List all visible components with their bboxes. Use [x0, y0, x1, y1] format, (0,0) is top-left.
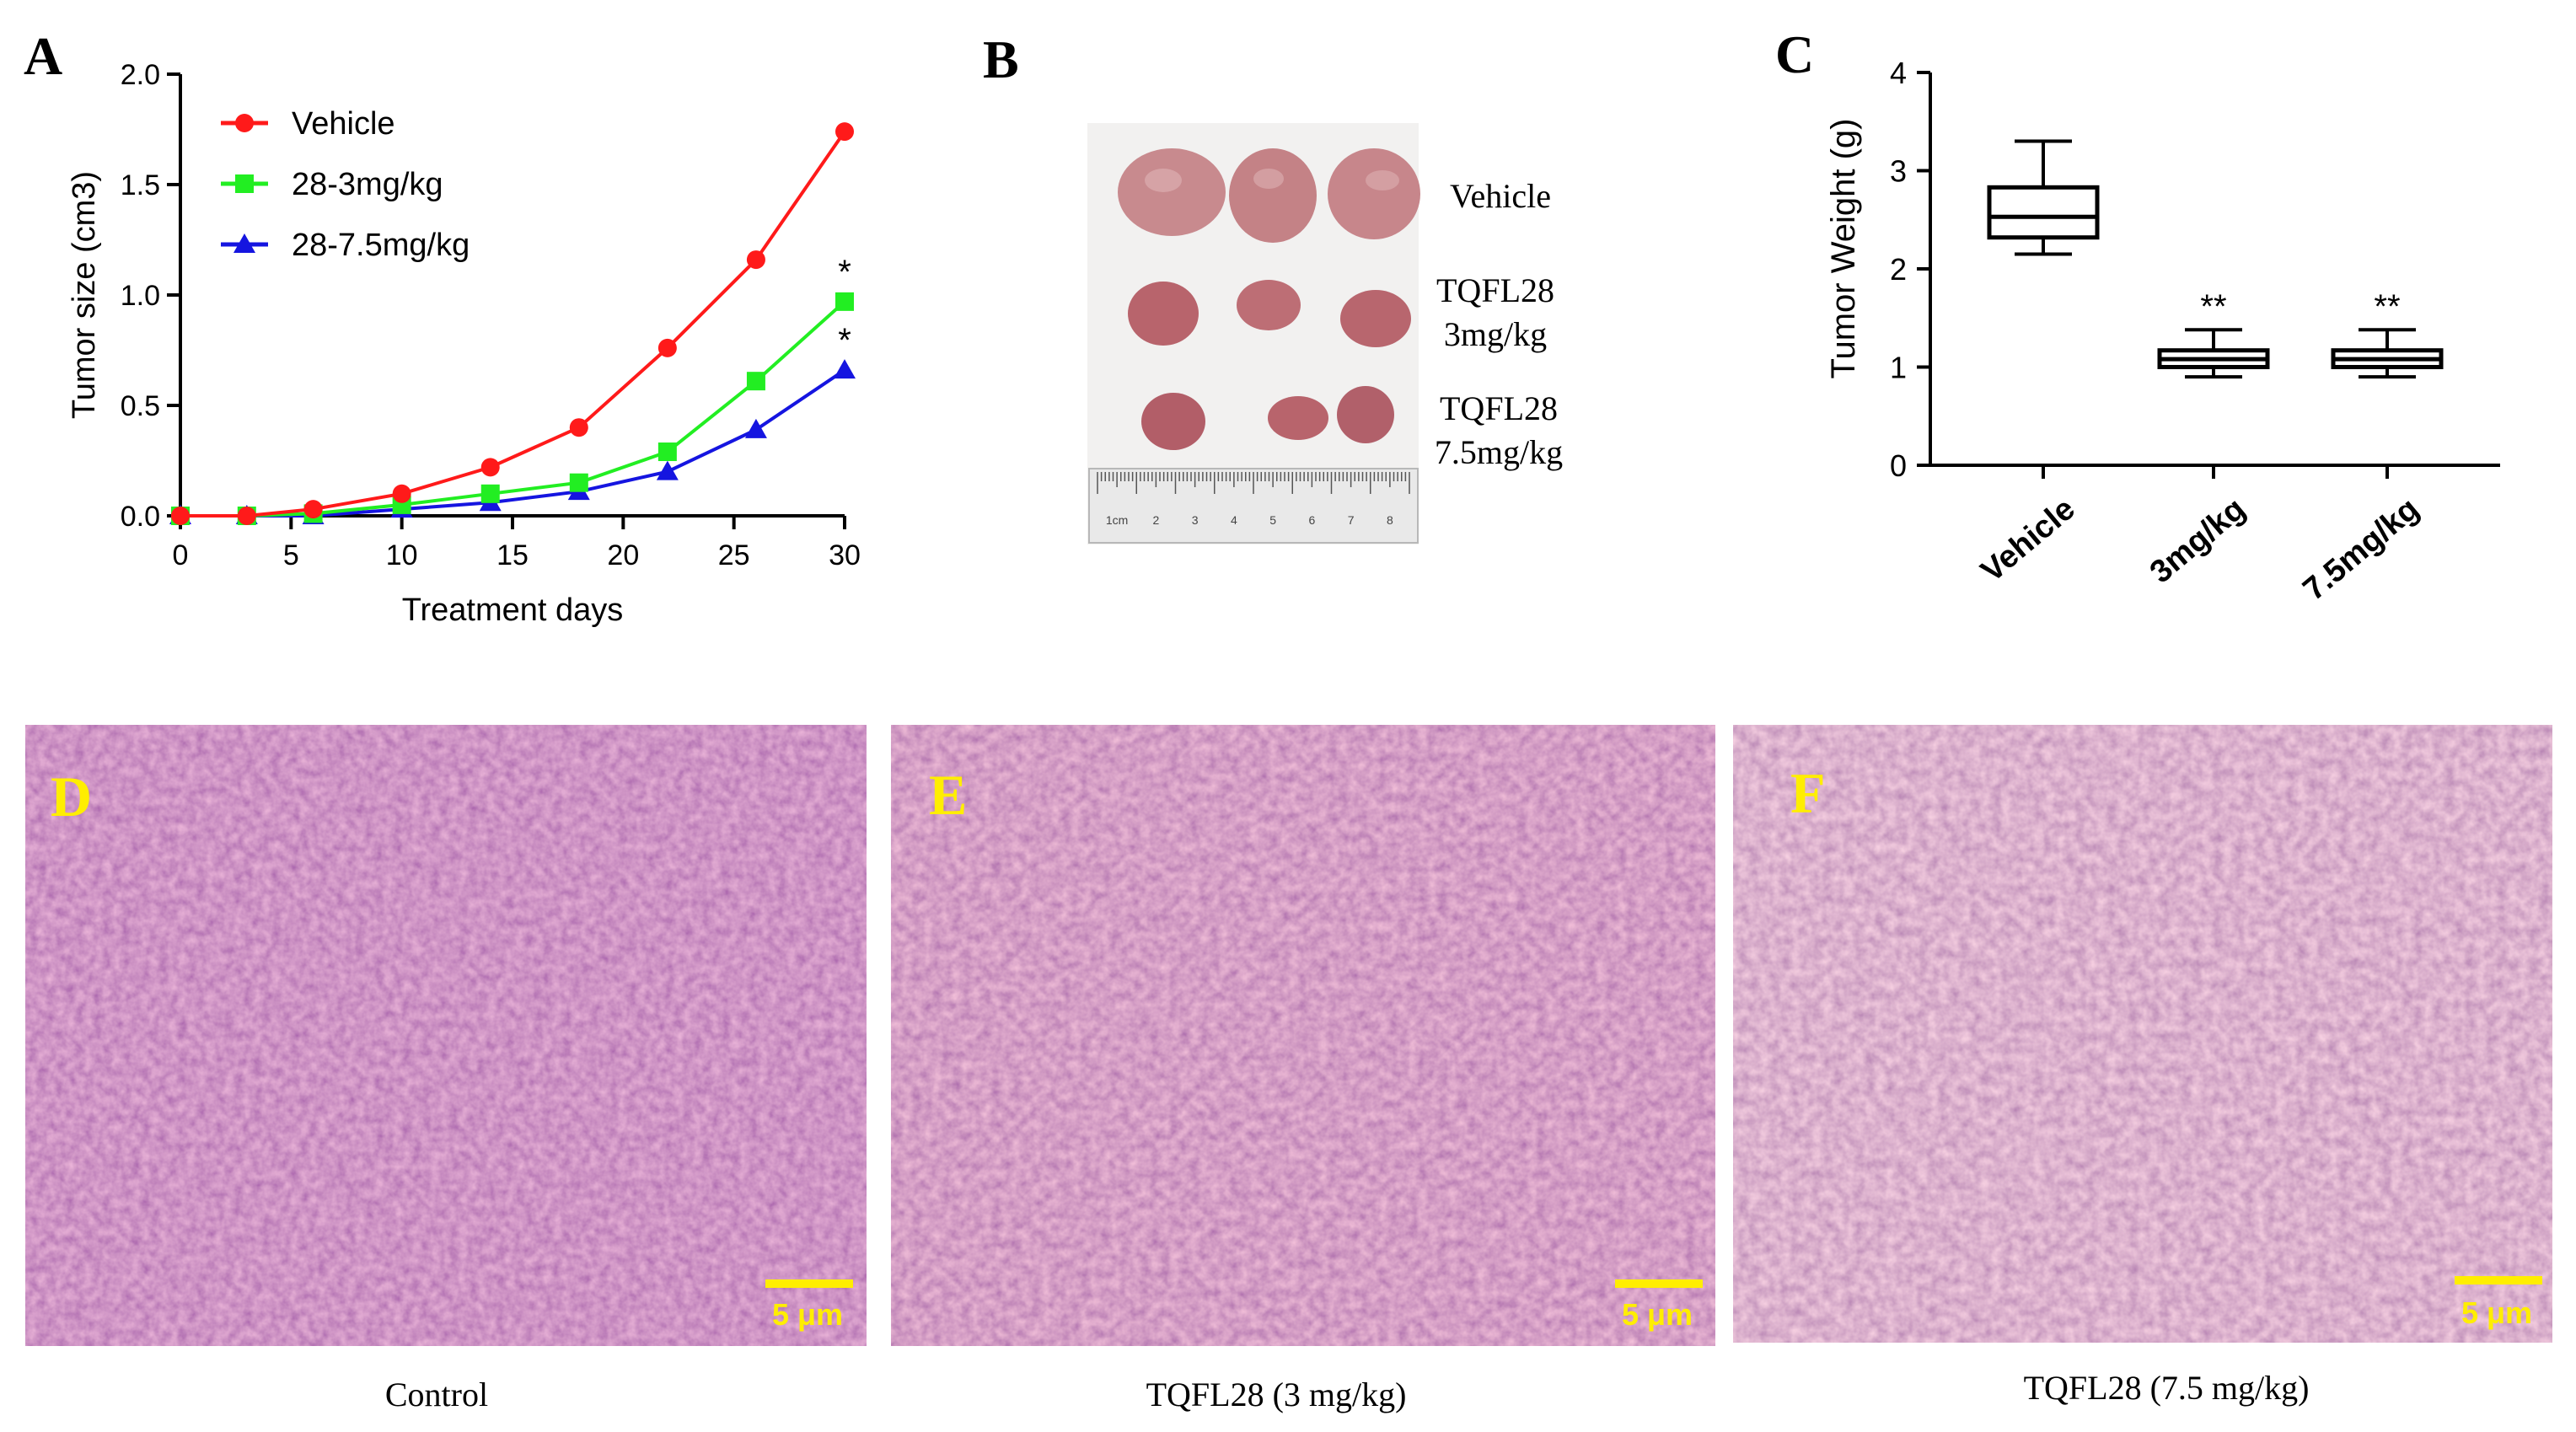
tumor-specimen	[1141, 386, 1394, 450]
data-point	[235, 114, 254, 132]
significance-marker: *	[838, 322, 851, 359]
x-tick-label: 20	[607, 539, 639, 571]
panel-f-letter: F	[1790, 761, 1826, 825]
histology-panel-e: E 5 μm	[891, 725, 1715, 1346]
scale-bar-label: 5 μm	[772, 1297, 843, 1332]
tumor-weight-chart: 0 1 2 3 4 Tumor Weight (g) Vehicle ** 3mg/kg ** 7.…	[1825, 56, 2500, 608]
x-tick-label: 30	[829, 539, 861, 571]
caption-3mg: TQFL28 (3 mg/kg)	[1146, 1376, 1407, 1413]
y-tick-label: 4	[1890, 56, 1907, 90]
tumor-specimen	[1118, 148, 1420, 243]
panel-b: B	[983, 29, 1563, 544]
photo-label-vehicle: Vehicle	[1450, 177, 1551, 215]
x-tick-label: 5	[283, 539, 299, 571]
y-tick-label: 1	[1890, 351, 1907, 385]
scale-bar-label: 5 μm	[2461, 1295, 2532, 1330]
ruler-label: 4	[1231, 513, 1237, 527]
panel-e-letter: E	[929, 763, 967, 827]
y-axis-label: Tumor size (cm3)	[67, 171, 102, 419]
y-tick-label: 0	[1890, 448, 1907, 483]
panel-c-letter: C	[1775, 24, 1814, 84]
data-point	[235, 174, 254, 193]
photo-label-3mg-line1: TQFL28	[1436, 271, 1554, 309]
y-tick-label: 1.0	[121, 280, 160, 312]
x-tick-label: 0	[173, 539, 189, 571]
data-point	[746, 372, 765, 391]
ruler-label: 7	[1348, 513, 1355, 527]
series-line	[180, 130, 846, 518]
y-tick-label: 0.0	[121, 501, 160, 533]
panel-b-letter: B	[983, 29, 1019, 89]
tumor-size-chart: 0.0 0.5 1.0 1.5 2.0 0 5 10 15 20 25 30 Treatment day…	[67, 59, 861, 628]
ruler-label: 6	[1308, 513, 1315, 527]
x-tick-label: 15	[496, 539, 529, 571]
significance-marker: **	[2374, 288, 2400, 325]
ruler: 1cm 2 3 4 5 6 7 8	[1088, 468, 1419, 544]
y-tick-label: 1.5	[121, 169, 160, 201]
data-point	[237, 507, 256, 525]
series-line	[180, 300, 846, 518]
data-point	[392, 484, 411, 503]
data-point	[171, 507, 190, 525]
data-point	[746, 250, 765, 270]
data-point	[657, 442, 677, 462]
legend-label: 28-7.5mg/kg	[292, 228, 470, 263]
scale-bar-label: 5 μm	[1622, 1297, 1693, 1332]
panel-a-letter: A	[24, 26, 62, 86]
caption-control: Control	[385, 1376, 488, 1413]
panel-a: A 0.0 0.5 1.0 1.5 2.0 0 5 10 15 20 25 30 Treatment d…	[24, 26, 861, 628]
photo-label-3mg-line2: 3mg/kg	[1444, 315, 1547, 353]
significance-marker: *	[838, 254, 851, 291]
tumor-specimen	[1128, 280, 1411, 347]
data-point	[569, 473, 588, 492]
y-tick-label: 2.0	[121, 59, 160, 91]
data-point	[834, 359, 856, 379]
photo-labels: Vehicle TQFL28 3mg/kg TQFL28 7.5mg/kg	[1435, 177, 1563, 471]
y-tick-label: 0.5	[121, 390, 160, 422]
y-tick-label: 2	[1890, 252, 1907, 287]
category-label: 7.5mg/kg	[2297, 491, 2426, 608]
data-point	[569, 418, 588, 437]
data-point	[233, 233, 255, 253]
ruler-label: 8	[1387, 513, 1393, 527]
panel-d-letter: D	[51, 764, 92, 829]
data-point	[656, 460, 679, 480]
data-point	[657, 338, 677, 357]
y-axis-label: Tumor Weight (g)	[1825, 119, 1862, 379]
ruler-label: 5	[1269, 513, 1276, 527]
ruler-label: 3	[1192, 513, 1199, 527]
data-point	[835, 122, 854, 142]
ruler-label: 1cm	[1106, 513, 1128, 527]
tumor-photo: 1cm 2 3 4 5 6 7 8	[1087, 123, 1420, 544]
significance-marker: **	[2200, 288, 2226, 325]
scale-bar	[1615, 1279, 1703, 1288]
legend-label: Vehicle	[292, 106, 395, 142]
data-point	[303, 500, 323, 519]
ruler-label: 2	[1152, 513, 1159, 527]
data-point	[480, 484, 500, 503]
histology-captions: Control TQFL28 (3 mg/kg) TQFL28 (7.5 mg/…	[385, 1369, 2310, 1413]
category-label: 3mg/kg	[2144, 491, 2252, 591]
category-label: Vehicle	[1974, 491, 2081, 589]
histology-panel-d: D 5 μm	[25, 725, 867, 1346]
data-point	[480, 458, 500, 477]
data-point	[835, 292, 854, 311]
y-tick-label: 3	[1890, 154, 1907, 189]
scale-bar	[2455, 1276, 2542, 1285]
scale-bar	[765, 1279, 853, 1288]
x-tick-label: 25	[718, 539, 750, 571]
caption-75mg: TQFL28 (7.5 mg/kg)	[2024, 1369, 2310, 1407]
photo-label-75mg-line1: TQFL28	[1440, 389, 1558, 427]
x-tick-label: 10	[386, 539, 418, 571]
histology-panel-f: F 5 μm	[1733, 725, 2552, 1343]
x-axis-label: Treatment days	[402, 593, 624, 628]
photo-label-75mg-line2: 7.5mg/kg	[1435, 433, 1563, 471]
data-point	[744, 418, 767, 438]
legend-label: 28-3mg/kg	[292, 167, 443, 202]
panel-c: C 0 1 2 3 4 Tumor Weight (g) Vehicle ** 3mg/kg **…	[1775, 24, 2500, 608]
box	[1987, 185, 2100, 240]
